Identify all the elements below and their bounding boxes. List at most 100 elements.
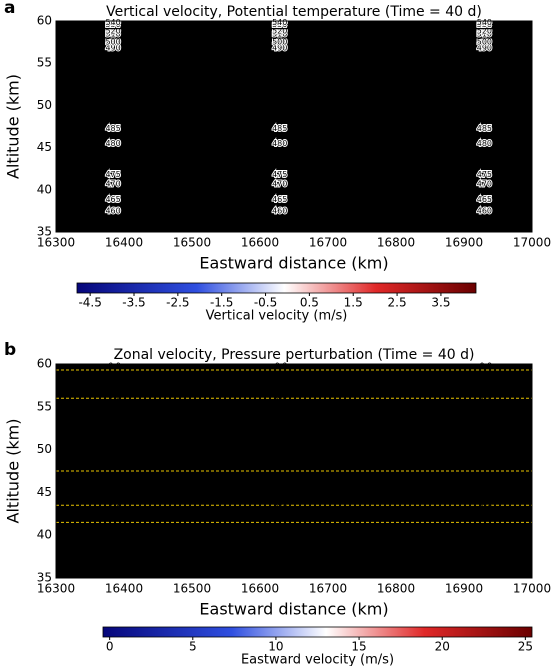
field-cell: [140, 472, 147, 479]
field-cell: [374, 526, 381, 533]
field-cell: [56, 418, 63, 425]
field-cell: [374, 496, 381, 503]
field-cell: [164, 225, 171, 232]
field-cell: [224, 424, 231, 431]
field-cell: [170, 75, 177, 82]
field-cell: [128, 406, 135, 413]
field-cell: [278, 63, 285, 70]
field-cell: [128, 141, 135, 148]
field-cell: [338, 105, 345, 112]
field-cell: [194, 39, 201, 46]
field-cell: [296, 388, 303, 395]
field-cell: [74, 538, 81, 545]
field-cell: [110, 556, 117, 563]
field-cell: [128, 562, 135, 569]
field-cell: [446, 129, 453, 136]
field-cell: [284, 159, 291, 166]
field-cell: [254, 153, 261, 160]
field-cell: [296, 442, 303, 449]
field-cell: [86, 189, 93, 196]
field-cell: [302, 508, 309, 515]
field-cell: [458, 189, 465, 196]
field-cell: [452, 75, 459, 82]
field-cell: [272, 538, 279, 545]
field-cell: [194, 568, 201, 575]
field-cell: [464, 87, 471, 94]
field-cell: [170, 189, 177, 196]
field-cell: [494, 45, 501, 52]
field-cell: [446, 87, 453, 94]
field-cell: [56, 454, 63, 461]
field-cell: [506, 177, 513, 184]
field-cell: [68, 382, 75, 389]
field-cell: [116, 472, 123, 479]
field-cell: [188, 135, 195, 142]
field-cell: [242, 129, 249, 136]
field-cell: [398, 159, 405, 166]
field-cell: [56, 159, 63, 166]
field-cell: [386, 478, 393, 485]
field-cell: [260, 81, 267, 88]
field-cell: [284, 81, 291, 88]
field-cell: [170, 370, 177, 377]
field-cell: [308, 81, 315, 88]
field-cell: [404, 111, 411, 118]
field-cell: [296, 508, 303, 515]
field-cell: [200, 189, 207, 196]
field-cell: [104, 436, 111, 443]
field-cell: [152, 466, 159, 473]
field-cell: [344, 99, 351, 106]
field-cell: [314, 424, 321, 431]
field-cell: [242, 195, 249, 202]
field-cell: [92, 370, 99, 377]
field-cell: [158, 550, 165, 557]
field-cell: [380, 111, 387, 118]
field-cell: [500, 33, 507, 40]
field-cell: [248, 165, 255, 172]
field-cell: [278, 448, 285, 455]
field-cell: [332, 496, 339, 503]
field-cell: [146, 165, 153, 172]
field-cell: [74, 454, 81, 461]
field-cell: [386, 225, 393, 232]
field-cell: [320, 141, 327, 148]
field-cell: [104, 225, 111, 232]
field-cell: [344, 141, 351, 148]
field-cell: [326, 213, 333, 220]
field-cell: [98, 63, 105, 70]
field-cell: [242, 87, 249, 94]
field-cell: [368, 153, 375, 160]
field-cell: [146, 135, 153, 142]
field-cell: [494, 105, 501, 112]
field-cell: [170, 406, 177, 413]
field-cell: [392, 111, 399, 118]
field-cell: [254, 538, 261, 545]
field-cell: [386, 69, 393, 76]
field-cell: [164, 153, 171, 160]
field-cell: [446, 81, 453, 88]
field-cell: [224, 81, 231, 88]
field-cell: [302, 562, 309, 569]
field-cell: [506, 75, 513, 82]
field-cell: [380, 81, 387, 88]
field-cell: [380, 424, 387, 431]
field-cell: [116, 424, 123, 431]
field-cell: [224, 466, 231, 473]
field-cell: [146, 81, 153, 88]
field-cell: [158, 394, 165, 401]
field-cell: [104, 69, 111, 76]
field-cell: [392, 69, 399, 76]
field-cell: [308, 382, 315, 389]
field-cell: [452, 33, 459, 40]
field-cell: [68, 460, 75, 467]
field-cell: [230, 63, 237, 70]
field-cell: [56, 382, 63, 389]
field-cell: [218, 562, 225, 569]
field-cell: [290, 442, 297, 449]
field-cell: [56, 39, 63, 46]
field-cell: [68, 225, 75, 232]
field-cell: [254, 448, 261, 455]
field-cell: [278, 406, 285, 413]
field-cell: [320, 442, 327, 449]
